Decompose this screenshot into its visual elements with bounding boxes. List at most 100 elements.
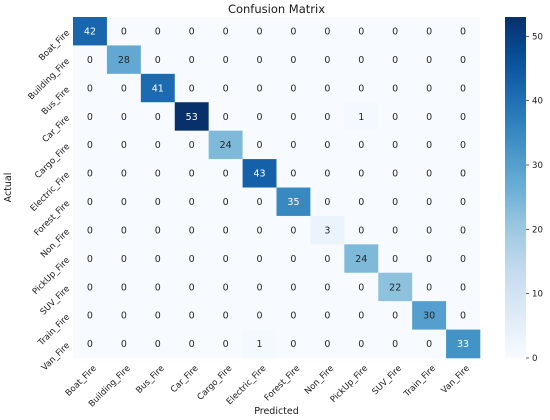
cell-value-label: 0: [392, 197, 398, 208]
heatmap-cell: [242, 272, 277, 302]
heatmap-cell: [242, 45, 277, 75]
cell-value-label: 0: [189, 282, 195, 293]
cell-value-label: 0: [223, 27, 229, 38]
heatmap-cell: [106, 17, 142, 46]
heatmap-cell: [446, 159, 481, 188]
cell-value-label: 0: [324, 27, 330, 38]
cell-value-label: 0: [189, 83, 195, 94]
cell-value-label: 41: [152, 83, 164, 94]
heatmap-cell: [446, 130, 481, 160]
heatmap-cell: [73, 45, 108, 75]
colorbar-tick-label: 30: [532, 161, 543, 171]
heatmap-cell: [446, 272, 481, 302]
cell-value-label: 43: [253, 169, 265, 180]
heatmap-cell: [208, 272, 243, 302]
cell-value-label: 0: [189, 55, 195, 66]
heatmap-cell: [140, 272, 176, 302]
heatmap-cell: [140, 301, 176, 330]
cell-value-label: 0: [189, 254, 195, 265]
cell-value-label: 0: [121, 225, 127, 236]
heatmap-cell: [208, 187, 243, 217]
cell-value-label: 0: [257, 282, 263, 293]
heatmap-cell: [174, 244, 209, 274]
cell-value-label: 0: [290, 27, 296, 38]
cell-value-label: 0: [155, 225, 161, 236]
cell-value-label: 0: [155, 169, 161, 180]
cell-value-label: 0: [155, 112, 161, 123]
colorbar-tick-label: 50: [532, 32, 543, 42]
cell-value-label: 28: [118, 55, 130, 66]
cell-value-label: 1: [358, 112, 364, 123]
heatmap-cell: [276, 329, 311, 359]
cell-value-label: 0: [223, 112, 229, 123]
cell-value-label: 0: [223, 83, 229, 94]
heatmap-cell: [310, 159, 345, 188]
cell-value-label: 0: [155, 140, 161, 151]
heatmap-cell: [140, 102, 176, 131]
cell-value-label: 0: [358, 140, 364, 151]
heatmap-cell: [344, 130, 379, 160]
heatmap-cell: [378, 215, 413, 245]
cell-value-label: 0: [426, 254, 432, 265]
y-tick-labels: Boat_FireBuilding_FireBus_FireCar_FireCa…: [27, 28, 73, 373]
colorbar-tick-label: 0: [532, 354, 537, 364]
cell-value-label: 0: [324, 254, 330, 265]
heatmap-cell: [208, 159, 243, 188]
cell-value-label: 0: [426, 27, 432, 38]
heatmap-cell: [242, 215, 277, 245]
cell-value-label: 0: [223, 225, 229, 236]
heatmap-cell: [140, 45, 176, 75]
cell-value-label: 0: [324, 83, 330, 94]
heatmap-cell: [310, 215, 345, 245]
cell-value-label: 0: [257, 83, 263, 94]
heatmap-cell: [310, 187, 345, 217]
cell-value-label: 0: [155, 197, 161, 208]
cell-value-label: 0: [358, 311, 364, 322]
cell-value-label: 24: [220, 140, 232, 151]
heatmap-cell: [344, 45, 379, 75]
cell-value-label: 0: [155, 254, 161, 265]
heatmap-cell: [276, 187, 311, 217]
cell-value-label: 0: [426, 112, 432, 123]
heatmap-cell: [276, 45, 311, 75]
cell-value-label: 0: [189, 27, 195, 38]
cell-value-label: 0: [460, 112, 466, 123]
heatmap-cell: [344, 17, 379, 46]
heatmap-cell: [73, 301, 108, 330]
heatmap-cell: [412, 329, 447, 359]
heatmap-cell: [310, 244, 345, 274]
heatmap-cell: [73, 215, 108, 245]
heatmap-cell: [276, 215, 311, 245]
heatmap-cell: [412, 159, 447, 188]
heatmap-cell: [412, 102, 447, 131]
cell-value-label: 0: [426, 140, 432, 151]
cell-value-label: 0: [155, 339, 161, 350]
heatmap-cell: [140, 130, 176, 160]
heatmap-cell: [310, 130, 345, 160]
heatmap-cell: [106, 73, 142, 103]
cell-value-label: 0: [392, 55, 398, 66]
heatmap-cell: [106, 45, 142, 75]
cell-value-label: 0: [426, 55, 432, 66]
cell-value-label: 0: [223, 311, 229, 322]
heatmap-cell: [378, 130, 413, 160]
heatmap-cell: [446, 301, 481, 330]
heatmap-cell: [310, 45, 345, 75]
heatmap-cell: [73, 102, 108, 131]
x-tick-label: Bus_Fire: [134, 364, 166, 396]
heatmap-cell: [378, 244, 413, 274]
heatmap-cell: [276, 272, 311, 302]
cell-value-label: 0: [460, 197, 466, 208]
colorbar-gradient: [505, 17, 526, 358]
heatmap-cell: [73, 159, 108, 188]
cell-value-label: 0: [257, 112, 263, 123]
cell-value-label: 0: [426, 225, 432, 236]
heatmap-cell: [310, 17, 345, 46]
cell-value-label: 0: [358, 55, 364, 66]
heatmap-cell: [174, 187, 209, 217]
heatmap-cell: [106, 102, 142, 131]
cell-value-label: 0: [87, 169, 93, 180]
cell-value-label: 0: [358, 27, 364, 38]
cell-value-label: 0: [426, 282, 432, 293]
heatmap-cell: [140, 215, 176, 245]
